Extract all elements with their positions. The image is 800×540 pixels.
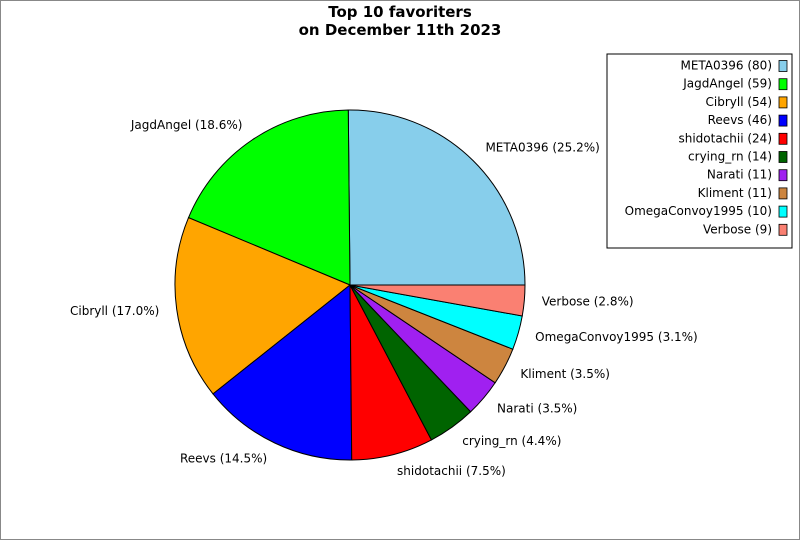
legend-swatch — [778, 187, 788, 200]
legend-swatch — [778, 114, 788, 127]
slice-label: shidotachii (7.5%) — [397, 464, 506, 478]
legend-box — [606, 53, 793, 249]
legend-label: Reevs (46) — [708, 113, 772, 127]
legend-swatch — [778, 78, 788, 91]
slice-label: OmegaConvoy1995 (3.1%) — [535, 330, 698, 344]
legend-label: Verbose (9) — [703, 222, 772, 236]
legend-label: META0396 (80) — [680, 59, 772, 73]
slice-label: Reevs (14.5%) — [180, 451, 267, 465]
slice-label: Kliment (3.5%) — [520, 367, 610, 381]
legend-label: OmegaConvoy1995 (10) — [625, 204, 772, 218]
legend-swatch — [778, 96, 788, 109]
legend-label: Narati (11) — [707, 168, 772, 182]
slice-label: JagdAngel (18.6%) — [130, 118, 243, 132]
slice-label: Verbose (2.8%) — [542, 295, 634, 309]
legend-swatch — [778, 132, 788, 145]
slice-label: META0396 (25.2%) — [485, 141, 599, 155]
slice-label: crying_rn (4.4%) — [462, 434, 561, 448]
legend-swatch — [778, 151, 788, 163]
legend-label: shidotachii (24) — [678, 131, 772, 145]
legend-label: crying_rn (14) — [688, 150, 772, 164]
pie-slice — [347, 109, 526, 286]
legend-swatch — [778, 205, 788, 218]
pie-slice — [349, 284, 526, 317]
legend-swatch — [778, 169, 788, 182]
legend-swatch — [778, 223, 788, 236]
pie-slice — [212, 283, 353, 461]
pie-slice — [174, 216, 351, 395]
slice-label: Cibryll (17.0%) — [70, 304, 159, 318]
pie-slice — [187, 109, 351, 286]
legend-swatch — [778, 60, 788, 72]
slice-label: Narati (3.5%) — [497, 402, 577, 416]
legend-label: JagdAngel (59) — [682, 77, 772, 91]
legend-label: Cibryll (54) — [706, 95, 772, 109]
legend-label: Kliment (11) — [698, 186, 772, 200]
chart-title: Top 10 favoriters on December 11th 2023 — [298, 3, 502, 39]
